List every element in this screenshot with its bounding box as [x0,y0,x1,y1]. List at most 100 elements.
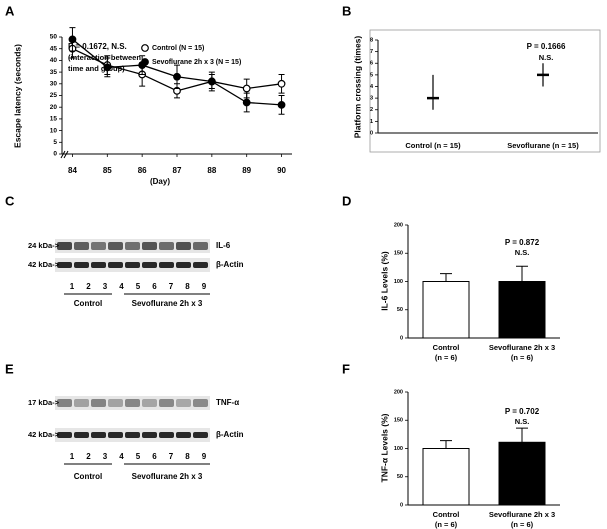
y-tick-label: 200 [394,222,403,228]
x-tick-label: 85 [103,166,112,175]
y-tick-label: 150 [394,251,403,257]
legend-label: Sevoflurane 2h x 3 (N = 15) [152,59,241,66]
error-bar [516,427,528,443]
y-tick-label: 100 [394,279,403,285]
bar [422,448,470,506]
blot-band [142,262,157,268]
y-tick-label: 200 [394,389,403,395]
legend-marker [141,58,149,66]
panel-letter: C [5,193,15,208]
annotation: P = 0.872 [505,238,540,247]
band-size: 42 kDa-> [28,430,60,439]
lane-number: 8 [185,452,190,461]
legend-label: Control (N = 15) [152,45,204,52]
blot-band [159,399,174,407]
y-tick-label: 40 [50,57,58,64]
blot-band [57,262,72,268]
panel-letter: F [342,361,350,376]
lane-number: 5 [136,282,141,291]
blot-band [159,242,174,250]
panel-letter: B [342,3,351,18]
annotation: N.S. [515,248,530,257]
x-tick-note: (n = 6) [511,353,534,362]
x-tick-label: Sevoflurane 2h x 3 [489,510,555,519]
y-tick-label: 5 [370,72,373,78]
lane-number: 9 [202,282,207,291]
band-name: β-Actin [216,260,244,269]
y-tick-label: 4 [370,84,374,90]
y-tick-label: 50 [397,474,403,480]
lane-number: 6 [152,282,157,291]
x-tick-note: (n = 6) [435,353,458,362]
y-tick-label: 100 [394,446,403,452]
group-label: Sevoflurane 2h x 3 [132,472,203,481]
x-tick-note: (n = 6) [435,520,458,529]
x-tick-label: Sevoflurane 2h x 3 [489,343,555,352]
blot-band [193,262,208,268]
error-bar [440,273,452,282]
blot-band [74,242,89,250]
y-axis-label: Escape latency (seconds) [12,44,22,148]
blot-band [91,262,106,268]
group-label: Control [74,472,102,481]
panel-letter: A [5,3,15,18]
x-tick-label: 88 [207,166,216,175]
blot-band [91,399,106,407]
annotation: time and group) [68,64,125,73]
marker [103,63,112,72]
y-tick-label: 30 [50,81,58,88]
blot-band [108,242,123,250]
y-tick-label: 25 [50,92,58,99]
panel-frame [369,29,601,153]
blot-band [74,399,89,407]
blot-band [176,432,191,438]
x-tick-label: 90 [277,166,286,175]
y-tick-label: 3 [370,96,373,102]
x-tick-label: Control [433,510,460,519]
blot-band [142,432,157,438]
x-axis-label: (Day) [150,177,170,186]
band-size: 42 kDa-> [28,260,60,269]
blot-band [125,432,140,438]
annotation: (interaction between [68,53,141,62]
y-tick-label: 1 [370,119,373,125]
y-tick-label: 10 [50,127,58,134]
blot-band [193,432,208,438]
blot-band [74,262,89,268]
blot-band [176,399,191,407]
x-tick-label: 86 [138,166,147,175]
lane-number: 4 [119,282,124,291]
lane-number: 1 [70,282,75,291]
marker [277,79,286,88]
blot-band [108,432,123,438]
y-tick-label: 0 [400,335,403,341]
marker [242,84,251,93]
y-tick-label: 150 [394,418,403,424]
y-tick-label: 50 [50,34,58,41]
error-bar [440,440,452,449]
marker [207,77,216,86]
bar [422,281,470,339]
blot-band [176,242,191,250]
lane-number: 7 [169,452,174,461]
blot-band [57,432,72,438]
bar [498,281,546,339]
y-tick-label: 2 [370,107,373,113]
blot-band [125,242,140,250]
group-label: Sevoflurane 2h x 3 [132,299,203,308]
annotation: N.S. [515,417,530,426]
y-tick-label: 45 [50,45,58,52]
y-axis-label: TNF-α Levels (%) [379,413,389,482]
blot-band [57,399,72,407]
bar [498,441,546,506]
x-tick-label: 87 [173,166,182,175]
blot-band [193,399,208,407]
band-size: 17 kDa-> [28,398,60,407]
x-tick-label: 84 [68,166,77,175]
blot-band [176,262,191,268]
blot-band [159,432,174,438]
annotation: P = 0.1666 [527,42,566,51]
y-tick-label: 6 [370,61,373,67]
y-tick-label: 35 [50,69,58,76]
